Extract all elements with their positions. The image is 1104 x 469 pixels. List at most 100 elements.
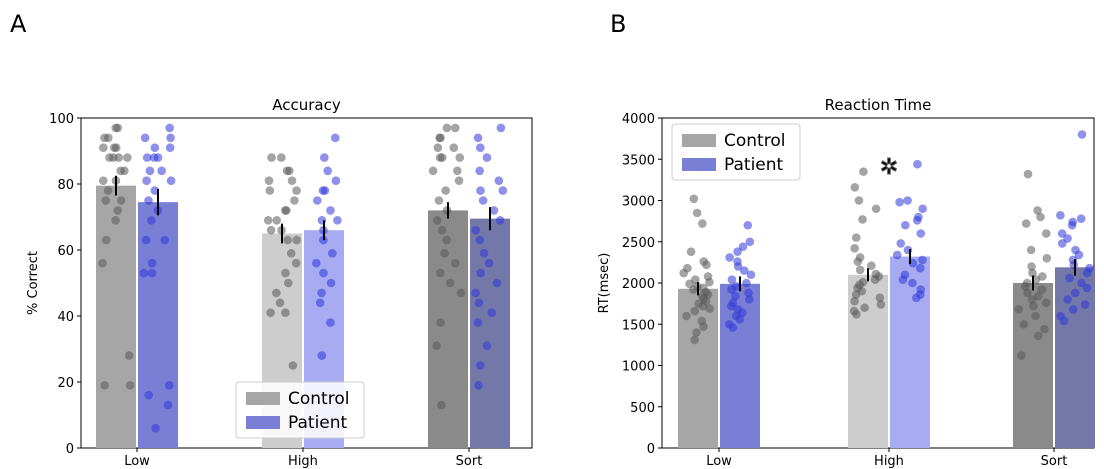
accuracy-point-control xyxy=(123,153,132,162)
accuracy-legend-label-patient: Patient xyxy=(288,413,348,433)
accuracy-point-control xyxy=(434,196,444,205)
rt-point-patient xyxy=(901,220,910,230)
rt-point-patient xyxy=(740,266,749,275)
rt-point-patient xyxy=(1074,250,1084,260)
rt-point-control xyxy=(1020,282,1030,291)
accuracy-bar-control-sort xyxy=(428,210,468,448)
rt-point-control xyxy=(853,257,863,266)
rt-ytick-label: 500 xyxy=(630,401,655,416)
accuracy-point-patient xyxy=(142,176,151,185)
rt-point-patient xyxy=(1057,229,1067,238)
rt-point-patient xyxy=(1077,130,1087,139)
rt-point-control xyxy=(850,183,860,192)
accuracy-point-control xyxy=(99,143,108,152)
rt-point-patient xyxy=(896,239,906,248)
accuracy-point-patient xyxy=(475,143,485,152)
accuracy-point-patient xyxy=(474,381,483,390)
accuracy-point-control xyxy=(453,166,462,176)
rt-point-patient xyxy=(918,255,927,265)
accuracy-point-control xyxy=(266,225,276,235)
accuracy-point-control xyxy=(456,288,466,298)
accuracy-point-control xyxy=(98,258,107,268)
rt-point-patient xyxy=(727,285,736,294)
accuracy-point-control xyxy=(98,176,108,185)
rt-ytick-label: 0 xyxy=(647,442,655,457)
accuracy-xtick-label: High xyxy=(288,454,318,469)
accuracy-legend-swatch-control xyxy=(246,392,280,405)
rt-point-control xyxy=(858,215,867,224)
accuracy-point-patient xyxy=(476,361,485,370)
accuracy-point-patient xyxy=(166,133,175,143)
accuracy-point-patient xyxy=(330,133,340,143)
rt-point-control xyxy=(699,322,708,332)
accuracy-point-control xyxy=(266,308,275,318)
rt-significance-marker: ✲ xyxy=(880,155,898,180)
accuracy-point-patient xyxy=(164,381,174,390)
accuracy-point-control xyxy=(124,351,134,360)
rt-point-control xyxy=(692,328,701,337)
accuracy-point-control xyxy=(125,381,135,390)
rt-point-patient xyxy=(898,275,908,285)
accuracy-point-patient xyxy=(147,216,156,225)
accuracy-point-patient xyxy=(479,249,489,258)
accuracy-point-patient xyxy=(333,216,342,225)
panel-letter-b: B xyxy=(610,10,627,38)
accuracy-point-patient xyxy=(473,133,483,143)
accuracy-point-control xyxy=(445,278,455,288)
accuracy-point-control xyxy=(283,235,292,245)
accuracy-point-patient xyxy=(487,308,496,318)
rt-ylabel: RT(msec) xyxy=(597,253,612,314)
accuracy-ytick-label: 60 xyxy=(57,244,74,259)
rt-point-patient xyxy=(903,196,912,205)
accuracy-point-patient xyxy=(320,153,329,162)
accuracy-point-control xyxy=(284,278,293,288)
accuracy-point-control xyxy=(428,166,438,176)
accuracy-point-control xyxy=(105,153,114,162)
rt-point-patient xyxy=(746,270,756,280)
rt-point-patient xyxy=(1069,260,1079,270)
accuracy-ytick-label: 40 xyxy=(57,310,74,325)
rt-point-patient xyxy=(1077,278,1086,288)
accuracy-point-control xyxy=(435,153,445,162)
rt-point-patient xyxy=(1076,214,1086,223)
rt-point-patient xyxy=(726,301,736,311)
rt-point-patient xyxy=(733,262,743,271)
accuracy-point-patient xyxy=(474,298,484,308)
accuracy-point-patient xyxy=(496,123,506,133)
accuracy-point-patient xyxy=(141,235,151,245)
rt-point-control xyxy=(689,194,699,204)
accuracy-point-patient xyxy=(157,166,166,176)
rt-point-patient xyxy=(1067,220,1077,230)
rt-ytick-label: 1500 xyxy=(622,318,655,333)
accuracy-point-control xyxy=(287,176,297,185)
rt-point-patient xyxy=(744,288,753,298)
accuracy-point-control xyxy=(103,186,113,195)
accuracy-point-patient xyxy=(498,186,508,195)
rt-point-patient xyxy=(916,229,926,238)
rt-point-control xyxy=(876,300,886,309)
rt-point-patient xyxy=(731,291,740,301)
accuracy-point-patient xyxy=(494,176,504,185)
rt-point-patient xyxy=(727,275,737,285)
accuracy-point-patient xyxy=(473,318,483,327)
rt-point-patient xyxy=(1059,316,1069,326)
rt-point-control xyxy=(682,311,691,321)
rt-point-control xyxy=(1041,298,1051,308)
rt-point-patient xyxy=(1082,268,1092,278)
accuracy-point-patient xyxy=(312,196,322,205)
accuracy-legend-swatch-patient xyxy=(246,416,280,429)
rt-point-control xyxy=(855,265,865,275)
accuracy-point-patient xyxy=(482,153,492,162)
accuracy-point-control xyxy=(290,196,299,205)
rt-xtick-label: Low xyxy=(706,454,732,469)
accuracy-point-patient xyxy=(315,298,325,308)
accuracy-point-control xyxy=(265,186,275,195)
accuracy-point-control xyxy=(275,298,285,308)
accuracy-point-patient xyxy=(317,288,326,298)
accuracy-point-control xyxy=(101,235,111,245)
accuracy-point-control xyxy=(288,361,298,370)
rt-point-patient xyxy=(1082,283,1092,293)
accuracy-point-patient xyxy=(144,196,153,205)
rt-point-control xyxy=(1014,305,1023,314)
rt-point-control xyxy=(705,304,715,313)
